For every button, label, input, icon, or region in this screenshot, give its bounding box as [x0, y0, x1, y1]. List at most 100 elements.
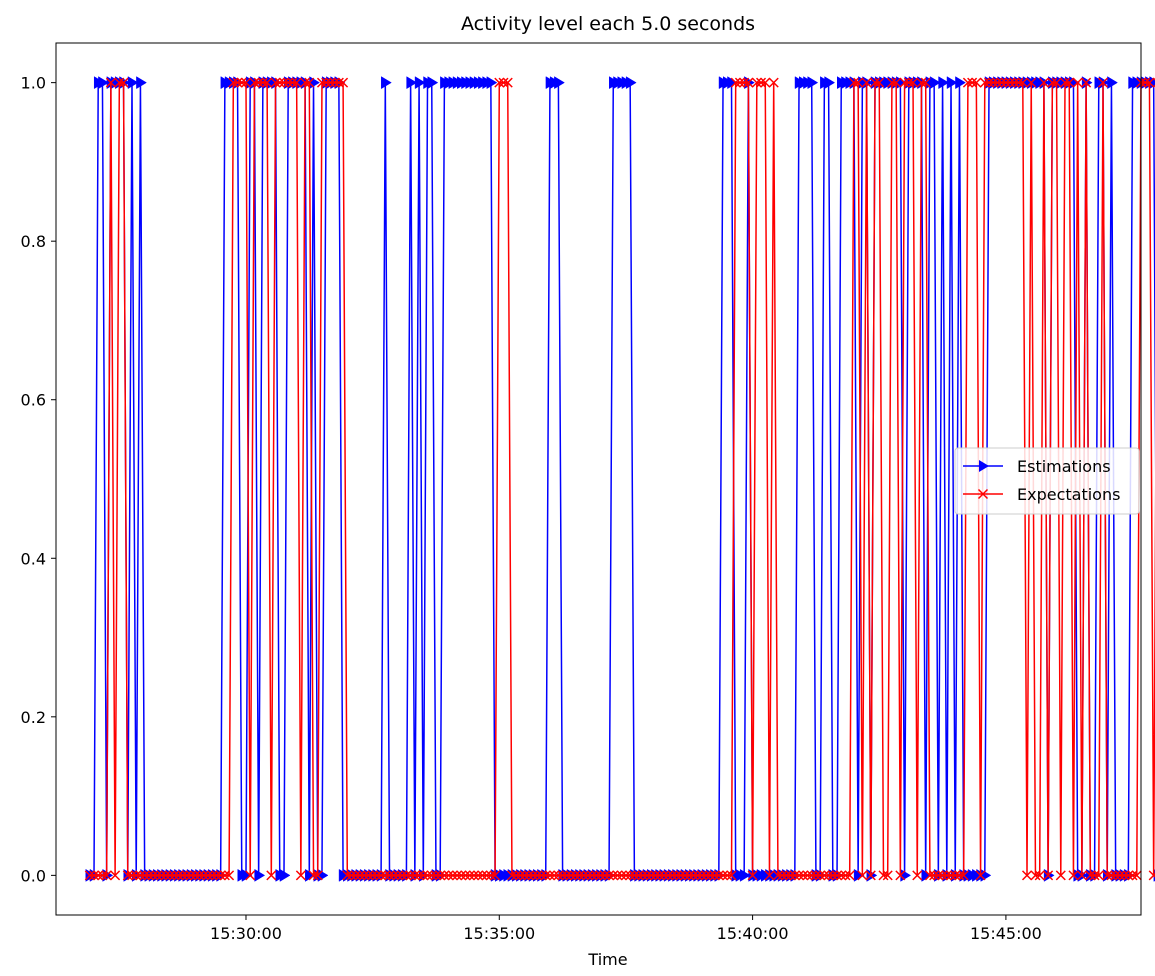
- data-point: [173, 870, 184, 881]
- data-point: [625, 76, 637, 90]
- data-point: [1038, 77, 1049, 88]
- data-point: [587, 870, 598, 881]
- data-point: [912, 870, 923, 881]
- data-point: [384, 870, 395, 881]
- data-point: [456, 870, 467, 881]
- data-point: [207, 870, 218, 881]
- data-point: [967, 77, 978, 88]
- data-point: [785, 870, 796, 881]
- data-point: [827, 870, 838, 881]
- legend: Estimations Expectations: [954, 447, 1140, 515]
- x-tick-label: 15:35:00: [463, 924, 535, 943]
- data-point: [536, 870, 547, 881]
- data-point: [979, 77, 990, 88]
- data-point: [654, 870, 665, 881]
- data-point: [1140, 77, 1151, 88]
- data-point: [955, 76, 966, 90]
- data-point: [684, 870, 695, 881]
- legend-box: [954, 447, 1140, 515]
- chart-title: Activity level each 5.0 seconds: [461, 13, 755, 35]
- data-point: [236, 77, 247, 88]
- data-point: [980, 868, 992, 882]
- legend-label-expectations: Expectations: [1017, 485, 1120, 504]
- y-tick-label: 0.6: [21, 391, 46, 410]
- data-point: [1081, 77, 1092, 88]
- data-point: [498, 77, 509, 88]
- data-point: [211, 870, 222, 881]
- data-point: [304, 77, 315, 88]
- data-point: [751, 77, 762, 88]
- data-point: [945, 870, 957, 881]
- data-point: [194, 870, 205, 881]
- data-point: [807, 76, 819, 90]
- data-point: [338, 77, 349, 88]
- x-axis-label: Time: [587, 950, 627, 969]
- data-point: [637, 870, 648, 881]
- data-point: [658, 870, 669, 881]
- data-point: [1026, 77, 1037, 88]
- data-point: [312, 870, 323, 881]
- data-point: [354, 870, 365, 881]
- data-point: [764, 870, 775, 881]
- data-point: [1093, 870, 1104, 881]
- data-point: [667, 870, 678, 881]
- data-point: [186, 870, 197, 881]
- data-point: [1009, 77, 1020, 88]
- data-point: [566, 870, 577, 881]
- data-point: [899, 77, 910, 88]
- data-point: [705, 870, 716, 881]
- data-point: [439, 870, 450, 881]
- data-point: [836, 870, 847, 881]
- data-point: [671, 870, 682, 881]
- data-point: [1097, 77, 1109, 88]
- data-point: [371, 870, 382, 881]
- data-point: [249, 77, 260, 88]
- data-point: [907, 77, 919, 88]
- data-point: [549, 870, 560, 881]
- data-point: [240, 77, 252, 88]
- data-point: [1089, 870, 1100, 881]
- plot-area: [84, 76, 1155, 882]
- data-point: [1123, 870, 1134, 881]
- data-point: [853, 77, 864, 88]
- data-point: [447, 870, 458, 881]
- data-point: [346, 870, 357, 881]
- data-point: [98, 76, 109, 90]
- data-point: [515, 870, 526, 881]
- y-tick-label: 0.8: [21, 232, 46, 251]
- data-point: [1051, 77, 1062, 88]
- data-point: [291, 77, 302, 88]
- data-point: [874, 77, 885, 88]
- data-point: [616, 870, 627, 881]
- data-point: [177, 870, 188, 881]
- data-point: [1013, 77, 1024, 88]
- data-point: [950, 870, 961, 881]
- data-point: [730, 77, 741, 88]
- data-point: [633, 870, 644, 881]
- data-point: [136, 76, 147, 90]
- data-point: [1059, 77, 1071, 88]
- data-point: [426, 870, 437, 881]
- data-point: [443, 870, 454, 881]
- data-point: [1064, 77, 1075, 88]
- y-tick-label: 0.2: [21, 708, 46, 727]
- data-point: [486, 76, 498, 90]
- data-point: [756, 77, 767, 88]
- data-point: [739, 868, 751, 882]
- data-point: [861, 77, 872, 88]
- data-point: [321, 77, 332, 88]
- axes: 0.0 0.2 0.4 0.6 0.8 1.0 15:30:00 15:35:00 15:40:…: [21, 42, 1142, 943]
- data-point: [900, 868, 912, 882]
- data-point: [198, 870, 209, 881]
- data-point: [511, 870, 522, 881]
- data-point: [131, 870, 142, 881]
- data-point: [608, 870, 619, 881]
- data-point: [971, 77, 982, 88]
- data-point: [325, 77, 336, 88]
- data-point: [688, 870, 699, 881]
- data-point: [646, 870, 657, 881]
- data-point: [1030, 870, 1041, 881]
- data-point: [937, 870, 948, 881]
- x-tick-label: 15:30:00: [210, 924, 282, 943]
